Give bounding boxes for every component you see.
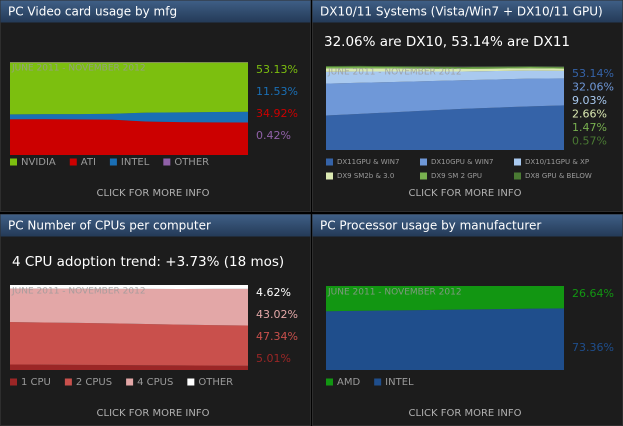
value-label: 5.01% bbox=[256, 352, 291, 365]
panel-header bbox=[0, 214, 311, 237]
area bbox=[326, 308, 564, 370]
value-label: 47.34% bbox=[256, 330, 298, 343]
value-label: 11.53% bbox=[256, 85, 298, 98]
more-info-link[interactable]: CLICK FOR MORE INFO bbox=[97, 408, 210, 419]
legend-swatch bbox=[326, 172, 333, 180]
date-range: JUNE 2011 - NOVEMBER 2012 bbox=[11, 64, 146, 74]
value-label: 0.57% bbox=[572, 135, 607, 148]
more-info-link[interactable]: CLICK FOR MORE INFO bbox=[409, 408, 522, 419]
area bbox=[326, 70, 564, 84]
area bbox=[326, 66, 564, 69]
legend-label: DX8 GPU & BELOW bbox=[525, 172, 592, 180]
legend-swatch bbox=[69, 158, 77, 166]
legend-label: 4 CPUS bbox=[137, 377, 173, 388]
value-label: 53.14% bbox=[572, 67, 614, 80]
panel: PC Number of CPUs per computer 4 CPU adop… bbox=[0, 214, 311, 426]
legend-label: DX9 SM 2 GPU bbox=[431, 172, 482, 180]
area bbox=[10, 62, 248, 115]
value-label: 2.66% bbox=[572, 108, 607, 121]
legend-swatch bbox=[326, 378, 333, 386]
legend-label: 1 CPU bbox=[21, 377, 51, 388]
legend-label: ATI bbox=[81, 157, 96, 168]
legend-label: NVIDIA bbox=[21, 157, 56, 168]
legend-swatch bbox=[187, 378, 195, 386]
panel-title: PC Video card usage by mfg bbox=[8, 5, 177, 19]
legend-label: 2 CPUS bbox=[76, 377, 112, 388]
value-label: 0.42% bbox=[256, 129, 291, 142]
legend-label: OTHER bbox=[198, 377, 233, 388]
legend-label: DX9 SM2b & 3.0 bbox=[337, 172, 394, 180]
area bbox=[10, 285, 248, 289]
legend-label: DX10/11GPU & XP bbox=[525, 158, 589, 166]
area bbox=[10, 321, 248, 366]
legend-label: INTEL bbox=[385, 377, 414, 388]
legend-swatch bbox=[514, 172, 521, 180]
legend-swatch bbox=[64, 378, 72, 386]
legend-label: DX11GPU & WIN7 bbox=[337, 158, 399, 166]
legend-swatch bbox=[514, 158, 521, 166]
value-label: 26.64% bbox=[572, 287, 614, 300]
panel-title: DX10/11 Systems (Vista/Win7 + DX10/11 GP… bbox=[320, 5, 603, 19]
panel: PC Processor usage by manufacturer JUNE 2… bbox=[312, 214, 623, 426]
legend-swatch bbox=[109, 158, 117, 166]
panel-header bbox=[312, 214, 623, 237]
area bbox=[326, 105, 564, 150]
more-info-link[interactable]: CLICK FOR MORE INFO bbox=[409, 188, 522, 199]
legend-swatch bbox=[326, 158, 333, 166]
more-info-link[interactable]: CLICK FOR MORE INFO bbox=[97, 188, 210, 199]
value-label: 1.47% bbox=[572, 121, 607, 134]
legend-swatch bbox=[10, 378, 17, 386]
area bbox=[326, 68, 564, 72]
value-label: 32.06% bbox=[572, 81, 614, 94]
date-range: JUNE 2011 - NOVEMBER 2012 bbox=[11, 287, 146, 297]
value-label: 9.03% bbox=[572, 94, 607, 107]
area bbox=[326, 65, 564, 68]
legend-swatch bbox=[10, 158, 17, 166]
headline: 4 CPU adoption trend: +3.73% (18 mos) bbox=[12, 254, 284, 270]
legend-label: INTEL bbox=[121, 157, 150, 168]
panel: DX10/11 Systems (Vista/Win7 + DX10/11 GP… bbox=[312, 0, 623, 212]
area bbox=[326, 286, 564, 312]
value-label: 34.92% bbox=[256, 107, 298, 120]
legend-swatch bbox=[163, 158, 171, 166]
panel-header bbox=[0, 0, 311, 23]
date-range: JUNE 2011 - NOVEMBER 2012 bbox=[327, 288, 462, 298]
value-label: 53.13% bbox=[256, 63, 298, 76]
value-label: 43.02% bbox=[256, 308, 298, 321]
legend-label: AMD bbox=[337, 377, 360, 388]
area bbox=[10, 119, 248, 155]
panel-header bbox=[312, 0, 623, 23]
area bbox=[326, 78, 564, 116]
area bbox=[10, 364, 248, 370]
date-range: JUNE 2011 - NOVEMBER 2012 bbox=[327, 68, 462, 78]
panel-title: PC Processor usage by manufacturer bbox=[320, 219, 541, 233]
legend-swatch bbox=[420, 172, 427, 180]
legend-swatch bbox=[374, 378, 382, 386]
value-label: 73.36% bbox=[572, 341, 614, 354]
headline: 32.06% are DX10, 53.14% are DX11 bbox=[324, 34, 570, 50]
panel-title: PC Number of CPUs per computer bbox=[8, 219, 211, 233]
legend-swatch bbox=[126, 378, 134, 386]
legend-swatch bbox=[420, 158, 427, 166]
area bbox=[10, 288, 248, 326]
legend-label: DX10GPU & WIN7 bbox=[431, 158, 493, 166]
value-label: 4.62% bbox=[256, 286, 291, 299]
area bbox=[10, 111, 248, 123]
panel: PC Video card usage by mfg JUNE 2011 - NO… bbox=[0, 0, 311, 212]
legend-label: OTHER bbox=[174, 157, 209, 168]
